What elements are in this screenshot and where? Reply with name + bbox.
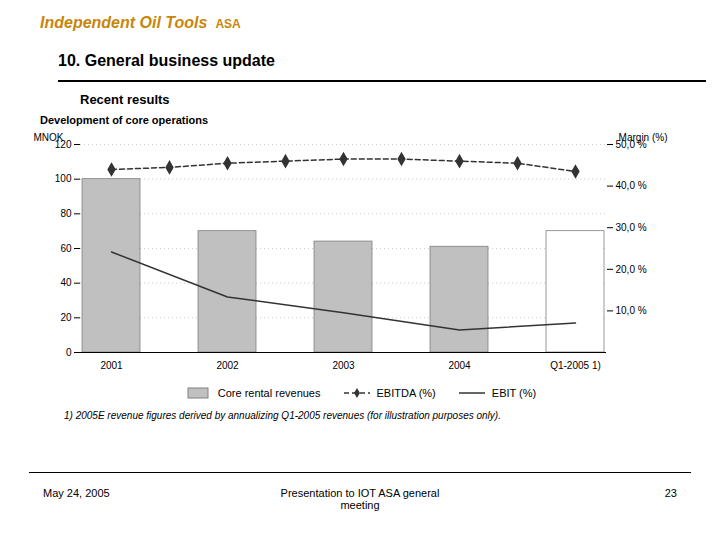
svg-text:30,0 %: 30,0 % (616, 222, 647, 233)
svg-text:80: 80 (60, 208, 72, 219)
svg-text:MNOK: MNOK (34, 132, 64, 143)
svg-text:0: 0 (66, 347, 72, 358)
html-text:EBITDA (%): EBITDA (%) (376, 387, 436, 399)
html-text:Development of core operations: Development of core operations (40, 114, 209, 126)
svg-text:40: 40 (60, 277, 72, 288)
svg-text:40,0 %: 40,0 % (616, 180, 647, 191)
html-text:ASA: ASA (215, 17, 241, 31)
html-text:1) 2005E revenue figures deriv: 1) 2005E revenue figures derived by annu… (64, 410, 501, 421)
svg-text:Margin (%): Margin (%) (619, 132, 668, 143)
html-text:Independent Oil Tools: Independent Oil Tools (40, 14, 208, 31)
svg-text:10,0 %: 10,0 % (616, 305, 647, 316)
svg-text:2002: 2002 (216, 360, 239, 371)
html-text:May 24, 2005: May 24, 2005 (43, 487, 110, 499)
svg-text:100: 100 (55, 173, 72, 184)
html-text:Presentation to IOT ASA genera: Presentation to IOT ASA general meeting (280, 487, 440, 511)
svg-text:120: 120 (54, 138, 72, 150)
svg-text:20,0 %: 20,0 % (616, 264, 647, 275)
svg-text:2001: 2001 (100, 360, 123, 371)
html-text:10. General business update: 10. General business update (58, 52, 275, 69)
svg-text:50,0 %: 50,0 % (615, 138, 647, 150)
svg-text:20: 20 (60, 312, 72, 323)
html-text:23: 23 (664, 487, 677, 499)
html-text:EBIT (%): EBIT (%) (491, 387, 537, 399)
html-text:Recent results: Recent results (80, 92, 170, 107)
svg-text:2004: 2004 (448, 360, 471, 371)
svg-text:60: 60 (60, 243, 72, 254)
svg-text:2003: 2003 (332, 360, 355, 371)
html-text:Core rental revenues: Core rental revenues (217, 387, 321, 399)
svg-text:Q1-2005 1): Q1-2005 1) (550, 360, 601, 371)
